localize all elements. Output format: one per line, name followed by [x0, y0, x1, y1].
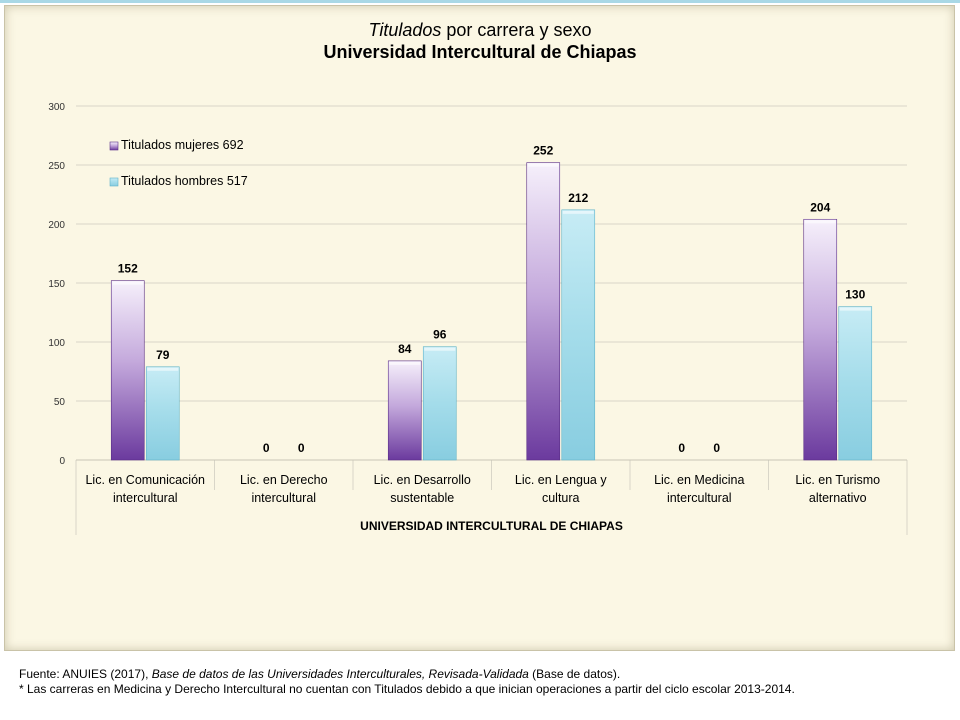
- chart-frame: [4, 5, 955, 651]
- legend-swatch: [109, 141, 119, 151]
- bar-bevel: [839, 307, 871, 311]
- bar: [526, 162, 561, 461]
- data-label: 212: [568, 191, 588, 205]
- y-tick-label: 50: [54, 397, 66, 408]
- legend-swatch: [109, 177, 119, 187]
- source-prefix: Fuente: ANUIES (2017),: [19, 667, 152, 681]
- bar-chart: 0 50 100 150 200 250 300 152 79 Lic. en Comunica…: [48, 102, 908, 535]
- bar-bevel: [389, 361, 421, 365]
- bar-bevel: [424, 347, 456, 351]
- bar: [422, 346, 457, 461]
- x-tick-label: Lic. en Derecho: [240, 473, 328, 487]
- data-label: 252: [533, 144, 553, 158]
- y-tick-label: 200: [48, 220, 65, 231]
- chart-title-italic: Titulados: [368, 20, 442, 40]
- y-tick-label: 150: [48, 279, 65, 290]
- data-label: 0: [713, 441, 720, 455]
- y-tick-label: 300: [48, 102, 65, 113]
- data-label: 0: [298, 441, 305, 455]
- x-tick-label: Lic. en Comunicación: [85, 473, 205, 487]
- y-tick-label: 100: [48, 338, 65, 349]
- data-label: 84: [398, 342, 412, 356]
- source-footnote: * Las carreras en Medicina y Derecho Int…: [19, 682, 795, 696]
- data-label: 0: [263, 441, 270, 455]
- bar: [561, 209, 596, 461]
- x-tick-label: Lic. en Lengua y: [515, 473, 607, 487]
- data-label: 152: [118, 262, 138, 276]
- x-tick-label: alternativo: [809, 491, 867, 505]
- source-suffix: (Base de datos).: [528, 667, 621, 681]
- source-notes: Fuente: ANUIES (2017), Base de datos de …: [19, 667, 949, 697]
- x-tick-label: Lic. en Turismo: [795, 473, 880, 487]
- y-tick-label: 0: [59, 456, 65, 467]
- bar-bevel: [147, 367, 179, 371]
- chart-title: Titulados por carrera y sexo: [0, 20, 960, 41]
- x-tick-label: intercultural: [251, 491, 316, 505]
- x-tick-label: sustentable: [390, 491, 454, 505]
- data-label: 96: [433, 328, 447, 342]
- chart-title-rest: por carrera y sexo: [441, 20, 592, 40]
- legend-label: Titulados mujeres 692: [121, 138, 244, 152]
- top-accent-bar: [0, 0, 960, 3]
- data-label: 130: [845, 288, 865, 302]
- chart-subtitle: Universidad Intercultural de Chiapas: [323, 42, 637, 62]
- source-title: Base de datos de las Universidades Inter…: [151, 667, 529, 681]
- source-line: Fuente: ANUIES (2017), Base de datos de …: [19, 667, 949, 682]
- data-label: 0: [678, 441, 685, 455]
- x-tick-label: Lic. en Desarrollo: [374, 473, 471, 487]
- bar: [110, 280, 145, 461]
- x-axis-title: UNIVERSIDAD INTERCULTURAL DE CHIAPAS: [360, 519, 623, 533]
- bar: [387, 360, 422, 461]
- data-label: 204: [810, 200, 830, 214]
- bar: [838, 306, 873, 461]
- bar-bevel: [112, 281, 144, 285]
- bar-bevel: [562, 210, 594, 214]
- y-tick-label: 250: [48, 161, 65, 172]
- x-tick-label: intercultural: [667, 491, 732, 505]
- x-tick-label: intercultural: [113, 491, 178, 505]
- x-tick-label: cultura: [542, 491, 580, 505]
- legend-label: Titulados hombres 517: [121, 174, 248, 188]
- x-tick-label: Lic. en Medicina: [654, 473, 744, 487]
- bar: [803, 218, 838, 461]
- bar-bevel: [527, 163, 559, 167]
- bar-bevel: [804, 220, 836, 224]
- bar: [145, 366, 180, 461]
- data-label: 79: [156, 348, 170, 362]
